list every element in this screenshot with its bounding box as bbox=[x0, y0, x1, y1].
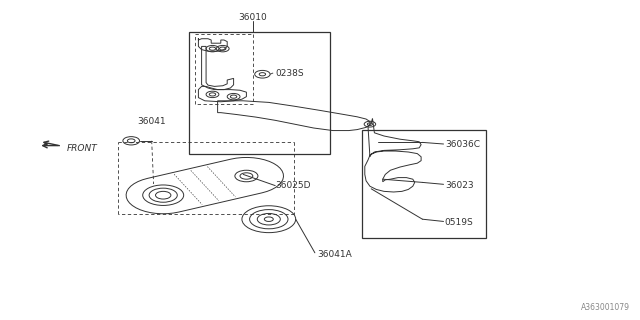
Bar bbox=[189, 32, 330, 154]
Text: 36023: 36023 bbox=[445, 181, 474, 190]
Text: 0238S: 0238S bbox=[275, 69, 304, 78]
Text: 36036C: 36036C bbox=[445, 140, 480, 149]
Text: 36041: 36041 bbox=[138, 117, 166, 126]
Text: FRONT: FRONT bbox=[67, 144, 98, 153]
Bar bbox=[362, 130, 486, 238]
Text: A363001079: A363001079 bbox=[581, 303, 630, 312]
Text: 0519S: 0519S bbox=[445, 218, 474, 227]
Text: 36025D: 36025D bbox=[275, 181, 310, 190]
Text: 36041A: 36041A bbox=[317, 250, 351, 259]
Text: 36010: 36010 bbox=[239, 13, 267, 22]
